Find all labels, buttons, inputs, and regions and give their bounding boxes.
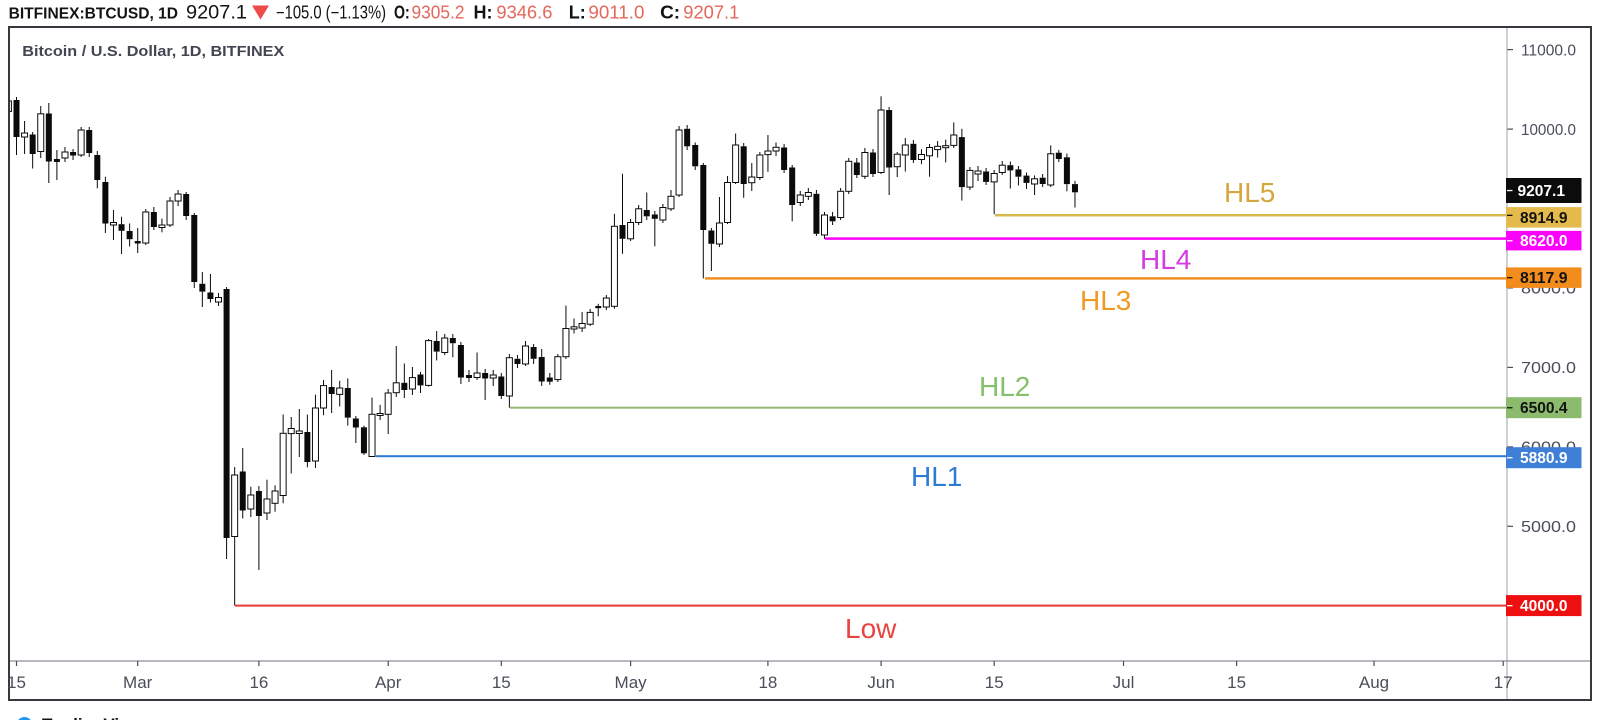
svg-text:17: 17 <box>1494 673 1513 692</box>
svg-text:7000.0: 7000.0 <box>1521 360 1576 377</box>
svg-text:11000.0: 11000.0 <box>1521 42 1576 59</box>
svg-text:Aug: Aug <box>1359 673 1389 692</box>
svg-text:5000.0: 5000.0 <box>1521 519 1576 536</box>
svg-text:6500.4: 6500.4 <box>1520 400 1568 417</box>
svg-text:9011.0: 9011.0 <box>588 3 644 23</box>
svg-text:9207.1: 9207.1 <box>186 3 247 24</box>
svg-text:8914.9: 8914.9 <box>1520 210 1568 227</box>
svg-text:15: 15 <box>492 673 511 692</box>
svg-text:Low: Low <box>845 613 897 644</box>
svg-text:TradingView: TradingView <box>42 715 143 720</box>
svg-text:4000.0: 4000.0 <box>1520 598 1568 615</box>
svg-text:BITFINEX:BTCUSD, 1D: BITFINEX:BTCUSD, 1D <box>9 6 178 23</box>
svg-text:15: 15 <box>7 673 26 692</box>
svg-text:16: 16 <box>249 673 268 692</box>
svg-text:Jun: Jun <box>867 673 894 692</box>
svg-text:−105.0 (−1.13%): −105.0 (−1.13%) <box>276 3 386 23</box>
svg-text:Mar: Mar <box>123 673 153 692</box>
svg-text:Bitcoin / U.S. Dollar, 1D, BIT: Bitcoin / U.S. Dollar, 1D, BITFINEX <box>22 43 284 60</box>
svg-text:C:: C: <box>660 3 680 23</box>
svg-text:May: May <box>615 673 648 692</box>
svg-text:HL1: HL1 <box>911 461 962 492</box>
svg-text:HL3: HL3 <box>1080 285 1131 316</box>
svg-text:HL5: HL5 <box>1224 177 1275 208</box>
svg-text:Apr: Apr <box>375 673 402 692</box>
svg-text:HL2: HL2 <box>979 371 1030 402</box>
svg-text:10000.0: 10000.0 <box>1521 122 1576 139</box>
svg-text:8117.9: 8117.9 <box>1520 270 1568 287</box>
svg-text:9207.1: 9207.1 <box>1518 183 1566 200</box>
svg-text:8620.0: 8620.0 <box>1520 233 1568 250</box>
svg-text:9346.6: 9346.6 <box>496 3 552 23</box>
svg-text:L:: L: <box>569 3 586 23</box>
svg-text:Jul: Jul <box>1113 673 1135 692</box>
svg-text:H:: H: <box>474 3 493 23</box>
svg-text:15: 15 <box>1227 673 1246 692</box>
svg-text:15: 15 <box>985 673 1004 692</box>
svg-text:O:: O: <box>394 3 410 23</box>
svg-text:18: 18 <box>758 673 777 692</box>
svg-text:5880.9: 5880.9 <box>1520 450 1568 467</box>
svg-text:9305.2: 9305.2 <box>412 3 465 23</box>
svg-text:9207.1: 9207.1 <box>683 3 739 23</box>
svg-text:HL4: HL4 <box>1140 244 1191 275</box>
